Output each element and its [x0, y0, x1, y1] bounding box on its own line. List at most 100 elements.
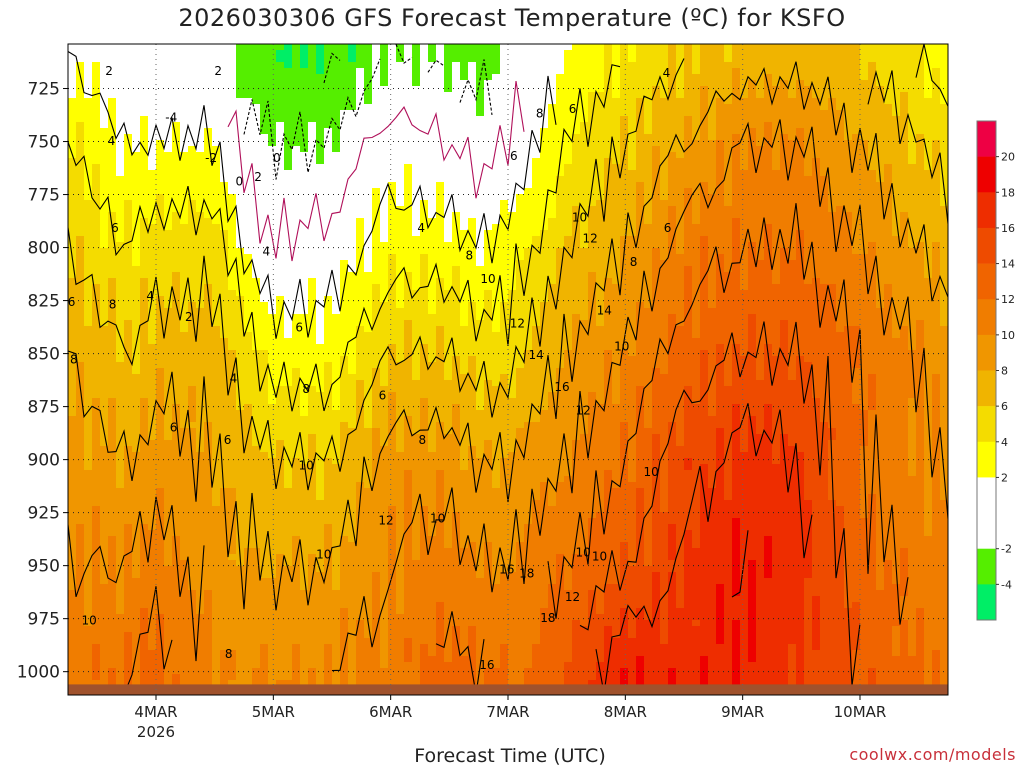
field-cell [404, 140, 413, 147]
field-cell [76, 548, 85, 555]
field-cell [316, 236, 325, 243]
field-cell [164, 218, 173, 225]
field-cell [108, 302, 117, 309]
field-cell [332, 530, 341, 537]
field-cell [196, 98, 205, 105]
field-cell [364, 266, 373, 273]
field-cell [116, 356, 125, 363]
field-cell [324, 314, 333, 321]
field-cell [212, 488, 221, 495]
field-cell [204, 422, 213, 429]
field-cell [324, 164, 333, 171]
field-cell [284, 674, 293, 681]
field-cell [284, 518, 293, 525]
field-cell [388, 416, 397, 423]
field-cell [100, 434, 109, 441]
field-cell [212, 338, 221, 345]
field-cell [308, 116, 317, 123]
field-cell [380, 656, 389, 663]
field-cell [420, 344, 429, 351]
field-cell [212, 368, 221, 375]
field-cell [84, 530, 93, 537]
field-cell [292, 506, 301, 513]
field-cell [244, 284, 253, 291]
field-cell [148, 656, 157, 663]
field-cell [132, 170, 141, 177]
field-cell [220, 134, 229, 141]
field-cell [412, 380, 421, 387]
field-cell [284, 164, 293, 171]
field-cell [220, 158, 229, 165]
field-cell [324, 512, 333, 519]
field-cell [308, 290, 317, 297]
field-cell [316, 80, 325, 87]
field-cell [356, 104, 365, 111]
field-cell [348, 506, 357, 513]
field-cell [252, 434, 261, 441]
field-cell [324, 218, 333, 225]
field-cell [124, 194, 133, 201]
field-cell [148, 542, 157, 549]
field-cell [404, 122, 413, 129]
field-cell [140, 290, 149, 297]
field-cell [116, 182, 125, 189]
field-cell [156, 188, 165, 195]
field-cell [140, 506, 149, 513]
field-cell [92, 248, 101, 255]
field-cell [196, 236, 205, 243]
field-cell [252, 110, 261, 117]
field-cell [380, 236, 389, 243]
field-cell [220, 68, 229, 75]
field-cell [292, 50, 301, 57]
field-cell [84, 248, 93, 255]
field-cell [68, 170, 77, 177]
field-cell [300, 554, 309, 561]
field-cell [148, 92, 157, 99]
field-cell [68, 416, 77, 423]
field-cell [348, 452, 357, 459]
field-cell [204, 626, 213, 633]
field-cell [300, 266, 309, 273]
field-cell [196, 62, 205, 69]
field-cell [300, 398, 309, 405]
field-cell [244, 326, 253, 333]
field-cell [212, 572, 221, 579]
field-cell [300, 278, 309, 285]
field-cell [132, 74, 141, 81]
field-cell [236, 416, 245, 423]
field-cell [356, 398, 365, 405]
field-cell [300, 188, 309, 195]
field-cell [348, 176, 357, 183]
field-cell [164, 578, 173, 585]
field-cell [196, 260, 205, 267]
field-cell [212, 140, 221, 147]
field-cell [308, 344, 317, 351]
field-cell [228, 212, 237, 219]
field-cell [380, 122, 389, 129]
field-cell [412, 62, 421, 69]
field-cell [284, 530, 293, 537]
field-cell [404, 452, 413, 459]
field-cell [388, 80, 397, 87]
field-cell [108, 596, 117, 603]
field-cell [196, 338, 205, 345]
field-cell [132, 62, 141, 69]
field-cell [388, 656, 397, 663]
field-cell [308, 182, 317, 189]
field-cell [260, 200, 269, 207]
field-cell [204, 548, 213, 555]
field-cell [140, 362, 149, 369]
field-cell [404, 542, 413, 549]
field-cell [300, 326, 309, 333]
field-cell [388, 356, 397, 363]
field-cell [300, 86, 309, 93]
field-cell [396, 482, 405, 489]
field-cell [252, 98, 261, 105]
field-cell [228, 626, 237, 633]
field-cell [220, 332, 229, 339]
field-cell [396, 56, 405, 63]
field-cell [316, 350, 325, 357]
field-cell [68, 68, 77, 75]
field-cell [356, 488, 365, 495]
field-cell [228, 590, 237, 597]
